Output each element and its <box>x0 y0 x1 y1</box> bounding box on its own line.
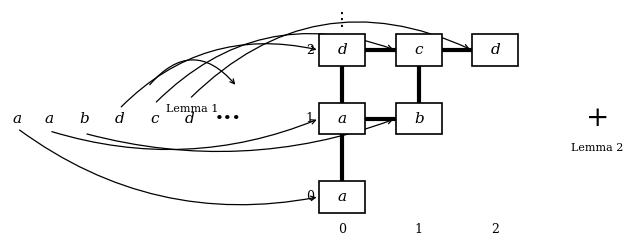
Text: 2: 2 <box>492 223 499 236</box>
Text: ⋮: ⋮ <box>333 11 351 29</box>
Text: Lemma 1: Lemma 1 <box>166 104 219 114</box>
Text: a: a <box>45 112 54 126</box>
Bar <box>396 34 442 66</box>
Text: b: b <box>79 112 89 126</box>
Text: 0: 0 <box>306 190 314 203</box>
Text: •••: ••• <box>214 112 241 126</box>
Bar <box>396 103 442 134</box>
Text: a: a <box>338 190 347 204</box>
Text: d: d <box>337 43 347 57</box>
Bar <box>319 34 365 66</box>
Text: d: d <box>184 112 195 126</box>
Text: d: d <box>115 112 124 126</box>
Text: d: d <box>490 43 500 57</box>
Text: c: c <box>415 43 423 57</box>
Text: a: a <box>13 112 22 126</box>
Text: c: c <box>150 112 159 126</box>
Text: 2: 2 <box>306 44 314 57</box>
Text: Lemma 2: Lemma 2 <box>571 143 623 153</box>
Text: b: b <box>414 112 424 126</box>
Bar <box>472 34 518 66</box>
Text: a: a <box>338 112 347 126</box>
Bar <box>319 181 365 213</box>
Text: +: + <box>586 105 609 132</box>
Text: 1: 1 <box>306 112 314 125</box>
Text: 0: 0 <box>339 223 346 236</box>
Bar <box>319 103 365 134</box>
Text: 1: 1 <box>415 223 423 236</box>
